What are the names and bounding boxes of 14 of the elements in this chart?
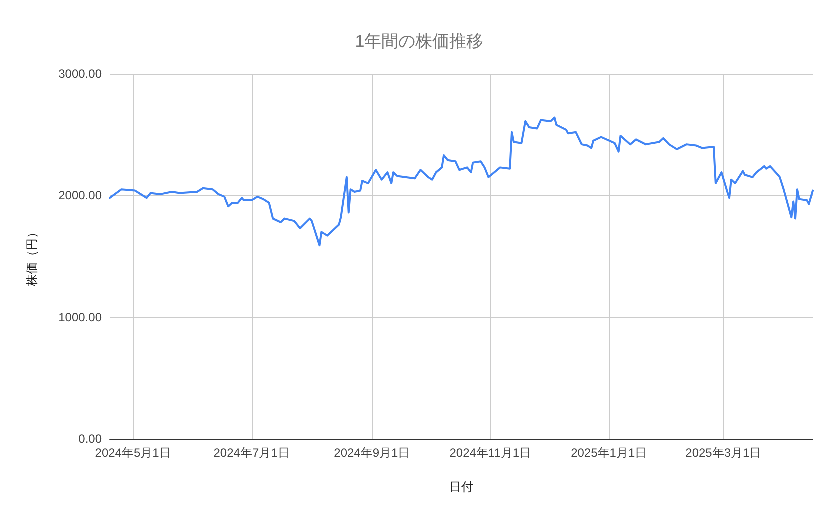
x-axis-title: 日付 bbox=[450, 480, 474, 494]
y-axis-title: 株価（円） bbox=[25, 226, 39, 288]
x-tick-label: 2024年5月1日 bbox=[95, 446, 172, 460]
x-tick-label: 2025年3月1日 bbox=[686, 446, 762, 460]
y-tick-label: 3000.00 bbox=[58, 67, 102, 81]
x-tick-label: 2024年11月1日 bbox=[450, 446, 532, 460]
x-tick-label: 2025年1月1日 bbox=[571, 446, 648, 460]
y-tick-label: 2000.00 bbox=[58, 188, 102, 203]
x-tick-label: 2024年7月1日 bbox=[214, 446, 290, 460]
chart-title: 1年間の株価推移 bbox=[355, 32, 484, 51]
y-tick-label: 1000.00 bbox=[58, 310, 102, 324]
y-tick-label: 0.00 bbox=[78, 432, 102, 446]
line-series bbox=[109, 116, 814, 247]
x-tick-label: 2024年9月1日 bbox=[334, 446, 410, 460]
